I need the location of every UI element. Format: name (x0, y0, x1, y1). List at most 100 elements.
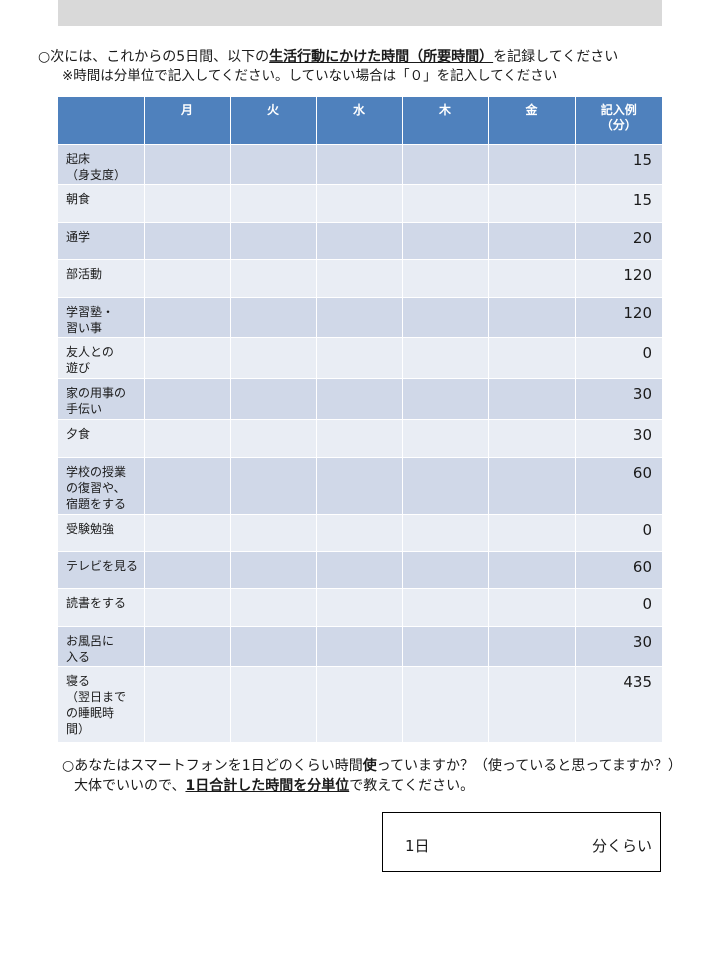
entry-cell-thursday[interactable] (402, 259, 489, 298)
answer-unit-label: 分くらい (591, 837, 652, 855)
entry-cell-friday[interactable] (488, 419, 576, 458)
entry-cell-friday[interactable] (488, 457, 576, 515)
entry-cell-wednesday[interactable] (316, 337, 403, 379)
entry-cell-tuesday[interactable] (230, 588, 317, 627)
header-activity (58, 97, 145, 145)
example-minutes: 30 (575, 419, 662, 458)
entry-cell-wednesday[interactable] (316, 184, 403, 223)
entry-cell-wednesday[interactable] (316, 588, 403, 627)
entry-cell-friday[interactable] (488, 222, 576, 260)
smartphone-minutes-answer-box[interactable]: 1日 分くらい (382, 812, 661, 872)
activity-label-line: 夕食 (66, 427, 91, 441)
entry-cell-thursday[interactable] (402, 144, 489, 185)
entry-cell-tuesday[interactable] (230, 457, 317, 515)
entry-cell-tuesday[interactable] (230, 259, 317, 298)
activity-label-line: 学習塾・ (66, 305, 115, 319)
entry-cell-monday[interactable] (144, 144, 231, 185)
entry-cell-wednesday[interactable] (316, 259, 403, 298)
entry-cell-wednesday[interactable] (316, 378, 403, 420)
entry-cell-wednesday[interactable] (316, 144, 403, 185)
entry-cell-wednesday[interactable] (316, 626, 403, 667)
entry-cell-tuesday[interactable] (230, 514, 317, 552)
entry-cell-monday[interactable] (144, 457, 231, 515)
activity-label-line: 朝食 (66, 192, 91, 206)
entry-cell-monday[interactable] (144, 378, 231, 420)
entry-cell-thursday[interactable] (402, 337, 489, 379)
header-friday: 金 (488, 97, 576, 145)
entry-cell-friday[interactable] (488, 588, 576, 627)
entry-cell-tuesday[interactable] (230, 666, 317, 742)
entry-cell-tuesday[interactable] (230, 144, 317, 185)
entry-cell-friday[interactable] (488, 666, 576, 742)
entry-cell-monday[interactable] (144, 666, 231, 742)
entry-cell-monday[interactable] (144, 297, 231, 338)
table-row: 学校の授業 の復習や、 宿題をする 60 (58, 457, 662, 515)
entry-cell-thursday[interactable] (402, 514, 489, 552)
entry-cell-friday[interactable] (488, 514, 576, 552)
activity-label: 部活動 (58, 259, 145, 298)
example-minutes: 0 (575, 588, 662, 627)
activity-label-line: の睡眠時 (66, 706, 115, 720)
example-minutes: 15 (575, 184, 662, 223)
entry-cell-tuesday[interactable] (230, 184, 317, 223)
example-minutes: 30 (575, 626, 662, 667)
entry-cell-tuesday[interactable] (230, 337, 317, 379)
example-minutes: 120 (575, 297, 662, 338)
entry-cell-wednesday[interactable] (316, 551, 403, 589)
activity-label: 起床 （身支度） (58, 144, 145, 185)
entry-cell-monday[interactable] (144, 626, 231, 667)
activity-label-line: 受験勉強 (66, 522, 115, 536)
question-emphasis: 1日合計した時間を分単位 (185, 778, 350, 794)
question-text-c: っていますか？（使っていると思ってますか？） (376, 758, 682, 774)
entry-cell-monday[interactable] (144, 259, 231, 298)
table-row: 友人との 遊び 0 (58, 337, 662, 379)
entry-cell-monday[interactable] (144, 514, 231, 552)
entry-cell-thursday[interactable] (402, 222, 489, 260)
entry-cell-monday[interactable] (144, 419, 231, 458)
entry-cell-wednesday[interactable] (316, 419, 403, 458)
entry-cell-friday[interactable] (488, 297, 576, 338)
entry-cell-friday[interactable] (488, 337, 576, 379)
entry-cell-wednesday[interactable] (316, 457, 403, 515)
activity-label: 学習塾・ 習い事 (58, 297, 145, 338)
entry-cell-monday[interactable] (144, 184, 231, 223)
entry-cell-thursday[interactable] (402, 457, 489, 515)
entry-cell-monday[interactable] (144, 588, 231, 627)
instruction-emphasis: 生活行動にかけた時間（所要時間） (269, 49, 494, 65)
entry-cell-tuesday[interactable] (230, 222, 317, 260)
entry-cell-monday[interactable] (144, 551, 231, 589)
entry-cell-monday[interactable] (144, 222, 231, 260)
activity-label-line: 寝る (66, 674, 91, 688)
entry-cell-thursday[interactable] (402, 378, 489, 420)
entry-cell-tuesday[interactable] (230, 551, 317, 589)
entry-cell-tuesday[interactable] (230, 378, 317, 420)
entry-cell-wednesday[interactable] (316, 514, 403, 552)
activity-label: 通学 (58, 222, 145, 260)
entry-cell-friday[interactable] (488, 184, 576, 223)
entry-cell-tuesday[interactable] (230, 626, 317, 667)
entry-cell-wednesday[interactable] (316, 297, 403, 338)
entry-cell-friday[interactable] (488, 378, 576, 420)
activity-label-line: テレビを見る (66, 559, 139, 573)
entry-cell-thursday[interactable] (402, 184, 489, 223)
entry-cell-thursday[interactable] (402, 666, 489, 742)
entry-cell-wednesday[interactable] (316, 666, 403, 742)
entry-cell-thursday[interactable] (402, 551, 489, 589)
entry-cell-thursday[interactable] (402, 297, 489, 338)
question-text-e: で教えてください。 (349, 778, 475, 794)
table-row: 夕食 30 (58, 419, 662, 458)
entry-cell-friday[interactable] (488, 144, 576, 185)
question-text-d: 大体でいいので、 (74, 778, 186, 794)
entry-cell-thursday[interactable] (402, 419, 489, 458)
entry-cell-wednesday[interactable] (316, 222, 403, 260)
entry-cell-tuesday[interactable] (230, 297, 317, 338)
entry-cell-thursday[interactable] (402, 588, 489, 627)
entry-cell-friday[interactable] (488, 551, 576, 589)
activity-label-line: の復習や、 (66, 481, 126, 495)
entry-cell-friday[interactable] (488, 626, 576, 667)
entry-cell-tuesday[interactable] (230, 419, 317, 458)
table-row: 寝る （翌日まで の睡眠時 間） 435 (58, 666, 662, 742)
entry-cell-monday[interactable] (144, 337, 231, 379)
entry-cell-friday[interactable] (488, 259, 576, 298)
entry-cell-thursday[interactable] (402, 626, 489, 667)
